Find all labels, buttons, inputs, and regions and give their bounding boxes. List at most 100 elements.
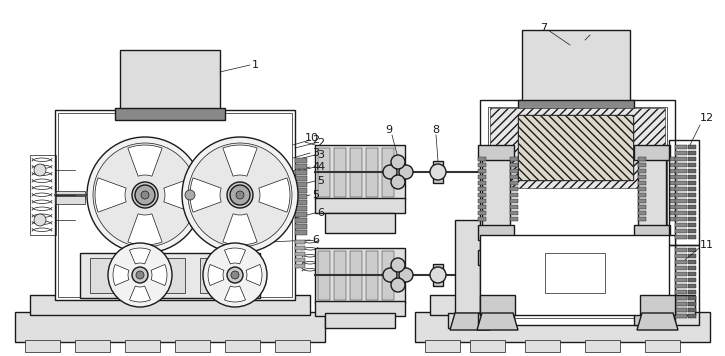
Bar [634,313,670,325]
Polygon shape [259,178,290,212]
Bar [382,148,394,197]
Text: 6: 6 [312,235,319,245]
Bar [455,220,485,315]
Circle shape [135,185,155,205]
Bar [525,340,560,352]
Bar [470,340,505,352]
Text: 5: 5 [317,176,324,186]
Bar [433,161,443,183]
Bar [490,108,665,188]
Bar [675,223,687,227]
Circle shape [132,182,158,208]
Bar [688,223,696,227]
Bar [295,164,307,169]
Bar [480,295,515,315]
Bar [30,295,310,315]
Bar [478,250,514,265]
Bar [638,187,646,191]
Bar [478,169,486,173]
Bar [145,258,185,293]
Bar [478,199,486,203]
Bar [120,50,220,115]
Bar [688,229,696,233]
Bar [415,312,710,342]
Bar [688,187,696,191]
Bar [315,198,405,213]
Bar [688,254,696,258]
Bar [675,302,687,306]
Circle shape [388,162,408,182]
Text: 2: 2 [317,138,324,148]
Polygon shape [130,248,151,264]
Text: 3: 3 [317,150,324,160]
Bar [688,181,696,185]
Circle shape [141,191,149,199]
Bar [295,230,307,235]
Polygon shape [95,178,126,212]
Circle shape [391,278,405,292]
Bar [670,211,678,215]
Bar [510,175,518,179]
Bar [482,255,510,315]
Bar [295,212,307,217]
Bar [675,217,687,221]
Circle shape [34,214,46,226]
Bar [295,170,307,175]
Bar [478,181,486,185]
Circle shape [227,182,253,208]
Polygon shape [128,214,162,245]
Bar [510,157,518,161]
Circle shape [231,271,239,279]
Bar [669,140,699,245]
Polygon shape [128,145,162,176]
Bar [670,181,678,185]
Bar [669,245,699,325]
Bar [200,258,240,293]
Bar [80,253,260,298]
Bar [295,188,307,193]
Polygon shape [246,265,262,286]
Bar [125,340,160,352]
Bar [675,254,687,258]
Bar [638,169,646,173]
Bar [670,217,678,221]
Circle shape [185,190,195,200]
Bar [478,211,486,215]
Bar [295,206,307,211]
Bar [638,193,646,197]
Bar [518,115,633,180]
Circle shape [383,165,397,179]
Bar [688,248,696,252]
Bar [510,205,518,209]
Bar [478,187,486,191]
Bar [510,181,518,185]
Bar [638,199,646,203]
Polygon shape [208,265,224,286]
Circle shape [383,268,397,282]
Bar [688,296,696,300]
Bar [675,229,687,233]
Polygon shape [223,214,257,245]
Text: 11: 11 [700,240,714,250]
Bar [688,290,696,294]
Circle shape [430,164,446,180]
Bar [350,251,362,300]
Bar [488,107,667,318]
Bar [688,217,696,221]
Bar [688,284,696,288]
Bar [295,182,307,187]
Bar [478,157,486,161]
Bar [688,278,696,282]
Bar [225,340,260,352]
Polygon shape [190,178,221,212]
Bar [480,100,675,325]
Circle shape [399,165,413,179]
Bar [315,301,405,316]
Bar [585,340,620,352]
Bar [334,148,346,197]
Bar [675,260,687,264]
Bar [634,250,670,265]
Bar [366,251,378,300]
Bar [518,115,633,180]
Bar [670,193,678,197]
